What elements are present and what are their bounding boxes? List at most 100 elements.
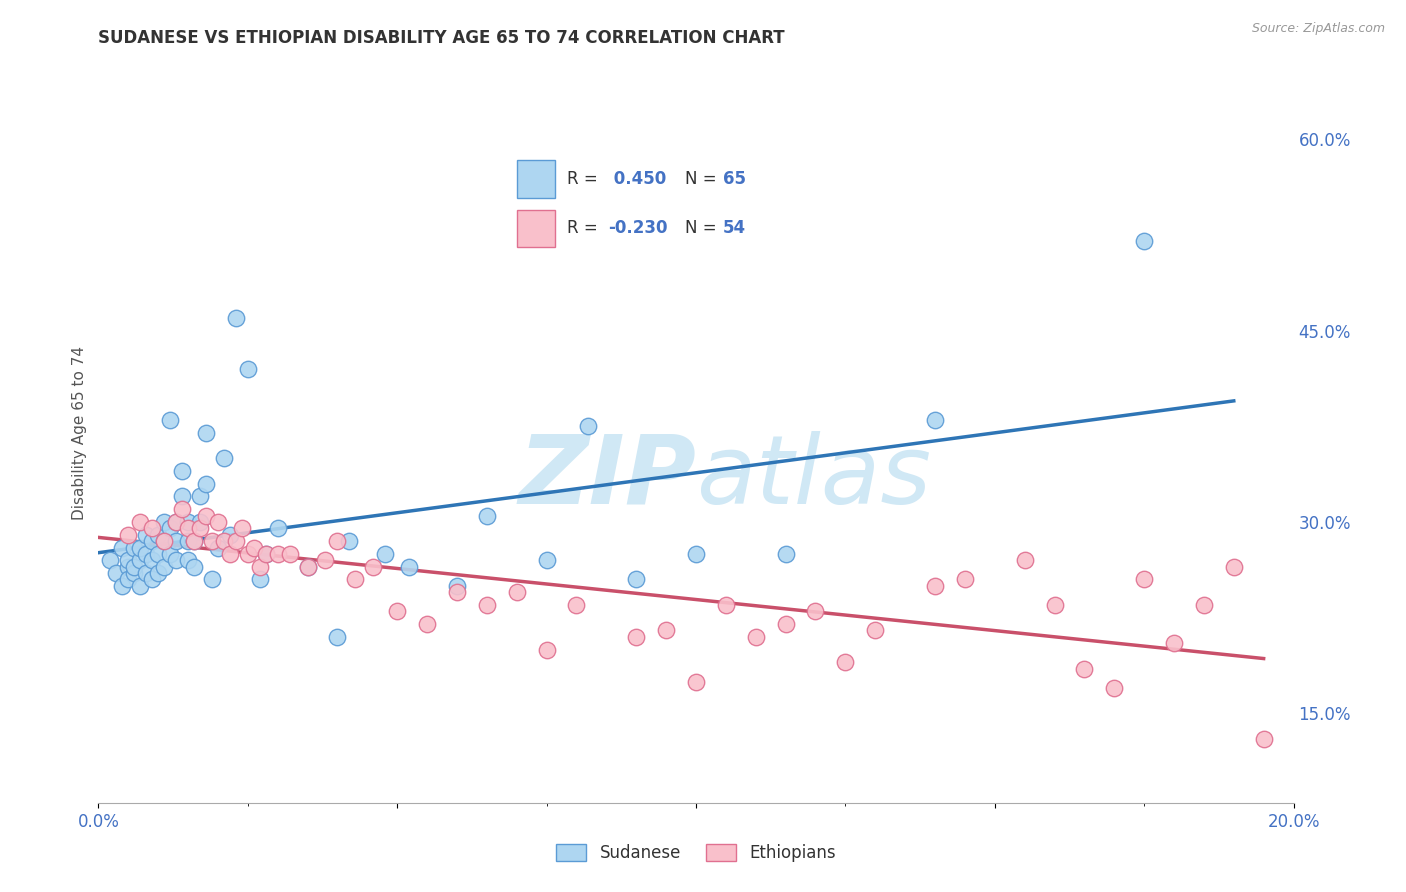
Point xyxy=(804,604,827,618)
Point xyxy=(475,598,498,612)
Point xyxy=(172,490,194,504)
Point xyxy=(129,553,152,567)
Point xyxy=(141,534,163,549)
Point xyxy=(124,541,146,555)
Point xyxy=(254,547,277,561)
Point xyxy=(267,521,290,535)
Point xyxy=(416,617,439,632)
Point xyxy=(536,553,558,567)
Point xyxy=(475,508,498,523)
Point xyxy=(165,553,187,567)
Point xyxy=(135,566,157,580)
Point xyxy=(344,573,367,587)
Text: atlas: atlas xyxy=(696,431,931,524)
Point xyxy=(105,566,128,580)
Point xyxy=(129,515,152,529)
Point xyxy=(385,604,409,618)
Point xyxy=(254,547,277,561)
Point xyxy=(219,527,242,541)
Point xyxy=(148,527,170,541)
Point xyxy=(363,559,385,574)
Point xyxy=(141,521,163,535)
Point xyxy=(153,534,176,549)
Point xyxy=(297,559,319,574)
Point xyxy=(315,553,337,567)
Point xyxy=(745,630,768,644)
Point xyxy=(201,534,224,549)
Point xyxy=(141,553,163,567)
Point xyxy=(177,515,200,529)
Text: -0.230: -0.230 xyxy=(609,219,668,237)
Point xyxy=(129,541,152,555)
Text: Source: ZipAtlas.com: Source: ZipAtlas.com xyxy=(1251,22,1385,36)
Point xyxy=(159,521,181,535)
Point xyxy=(188,490,211,504)
Point xyxy=(297,559,319,574)
Point xyxy=(148,566,170,580)
Point xyxy=(188,515,211,529)
Point xyxy=(1104,681,1126,695)
Point xyxy=(278,547,301,561)
Point xyxy=(98,553,122,567)
Point xyxy=(225,310,247,325)
Point xyxy=(236,361,259,376)
Point xyxy=(177,553,200,567)
Point xyxy=(626,573,648,587)
Point xyxy=(219,547,242,561)
Y-axis label: Disability Age 65 to 74: Disability Age 65 to 74 xyxy=(72,345,87,520)
Point xyxy=(1014,553,1036,567)
Point xyxy=(129,579,152,593)
Point xyxy=(135,547,157,561)
Point xyxy=(953,573,976,587)
Text: R =: R = xyxy=(567,219,598,237)
Point xyxy=(172,502,194,516)
Point xyxy=(775,617,797,632)
Point xyxy=(243,541,266,555)
Point xyxy=(195,508,218,523)
Point xyxy=(188,521,211,535)
Text: N =: N = xyxy=(685,219,716,237)
Point xyxy=(135,527,157,541)
Point xyxy=(565,598,588,612)
Point xyxy=(374,547,396,561)
Point xyxy=(1223,559,1246,574)
Point xyxy=(172,464,194,478)
Point xyxy=(446,579,468,593)
Point xyxy=(195,476,218,491)
Point xyxy=(117,527,139,541)
Point xyxy=(326,630,349,644)
Point xyxy=(183,559,205,574)
Point xyxy=(1192,598,1215,612)
Point xyxy=(1043,598,1066,612)
Point xyxy=(578,419,600,434)
Point xyxy=(165,515,187,529)
Point xyxy=(231,521,253,535)
Point xyxy=(124,566,146,580)
Point xyxy=(249,573,271,587)
Point xyxy=(165,534,187,549)
Point xyxy=(177,534,200,549)
Point xyxy=(153,559,176,574)
Point xyxy=(207,515,229,529)
Point xyxy=(626,630,648,644)
Text: R =: R = xyxy=(567,170,598,188)
Text: 65: 65 xyxy=(723,170,745,188)
Point xyxy=(111,579,134,593)
Point xyxy=(212,451,235,466)
Point xyxy=(236,547,259,561)
Point xyxy=(177,521,200,535)
Point xyxy=(148,547,170,561)
Point xyxy=(183,534,205,549)
Point xyxy=(117,559,139,574)
Point xyxy=(924,579,946,593)
Point xyxy=(159,547,181,561)
Point xyxy=(1163,636,1185,650)
Legend: Sudanese, Ethiopians: Sudanese, Ethiopians xyxy=(550,837,842,869)
Point xyxy=(339,534,361,549)
Point xyxy=(267,547,290,561)
Point xyxy=(201,573,224,587)
Point xyxy=(117,573,139,587)
Point xyxy=(207,541,229,555)
Text: N =: N = xyxy=(685,170,716,188)
Point xyxy=(685,674,707,689)
